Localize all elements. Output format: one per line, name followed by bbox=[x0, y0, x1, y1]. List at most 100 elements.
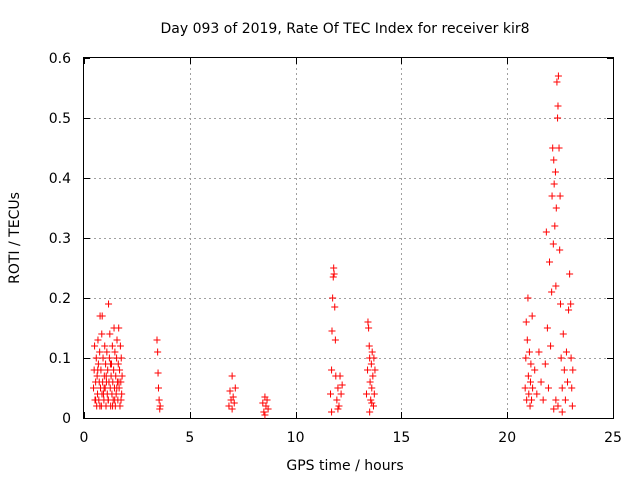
data-point bbox=[333, 396, 341, 404]
data-point bbox=[106, 360, 114, 368]
data-point bbox=[108, 342, 116, 350]
data-point bbox=[260, 408, 268, 416]
data-point bbox=[231, 384, 239, 392]
data-point bbox=[154, 384, 162, 392]
data-point bbox=[228, 405, 236, 413]
x-tick-label: 5 bbox=[185, 430, 194, 446]
data-point bbox=[111, 348, 119, 356]
x-tick-label: 0 bbox=[80, 430, 89, 446]
data-point bbox=[329, 294, 337, 302]
data-point bbox=[101, 342, 109, 350]
data-point bbox=[116, 366, 124, 374]
data-point bbox=[556, 192, 564, 200]
y-tick-label: 0 bbox=[62, 411, 71, 427]
data-point bbox=[525, 390, 533, 398]
data-point bbox=[106, 330, 114, 338]
data-point bbox=[259, 399, 267, 407]
data-point bbox=[365, 342, 373, 350]
data-point bbox=[539, 396, 547, 404]
data-point bbox=[115, 324, 123, 332]
data-point bbox=[328, 327, 336, 335]
data-point bbox=[531, 366, 539, 374]
data-point bbox=[557, 300, 565, 308]
data-point bbox=[92, 354, 100, 362]
data-point bbox=[537, 378, 545, 386]
data-point bbox=[528, 396, 536, 404]
data-point bbox=[525, 348, 533, 356]
data-point bbox=[549, 144, 557, 152]
data-point bbox=[550, 180, 558, 188]
data-point bbox=[117, 396, 125, 404]
x-tick-label: 15 bbox=[392, 430, 410, 446]
x-tick-label: 10 bbox=[287, 430, 305, 446]
data-point bbox=[551, 168, 559, 176]
data-point bbox=[226, 387, 234, 395]
data-point bbox=[90, 384, 98, 392]
data-point bbox=[541, 360, 549, 368]
data-point bbox=[529, 384, 537, 392]
data-point bbox=[552, 204, 560, 212]
data-point bbox=[543, 324, 551, 332]
data-point bbox=[93, 372, 101, 380]
data-point bbox=[549, 240, 557, 248]
data-point bbox=[92, 396, 100, 404]
x-axis-title: GPS time / hours bbox=[286, 458, 403, 474]
y-axis: 0 0.1 0.2 0.3 0.4 0.5 0.6 bbox=[49, 51, 613, 427]
data-point bbox=[335, 402, 343, 410]
data-point bbox=[114, 360, 122, 368]
data-point bbox=[331, 336, 339, 344]
data-point bbox=[368, 399, 376, 407]
data-point bbox=[522, 318, 530, 326]
data-point bbox=[94, 336, 102, 344]
data-point bbox=[111, 396, 119, 404]
data-point bbox=[569, 366, 577, 374]
data-point bbox=[551, 222, 559, 230]
data-point bbox=[558, 384, 566, 392]
x-tick-label: 25 bbox=[604, 430, 622, 446]
data-point bbox=[330, 264, 338, 272]
data-point bbox=[524, 294, 532, 302]
y-tick-label: 0.2 bbox=[49, 291, 71, 307]
data-point bbox=[330, 270, 338, 278]
data-point bbox=[565, 306, 573, 314]
data-point bbox=[96, 348, 104, 356]
data-point bbox=[554, 72, 562, 80]
data-point bbox=[526, 378, 534, 386]
data-point bbox=[568, 402, 576, 410]
data-point bbox=[550, 156, 558, 164]
data-point bbox=[230, 399, 238, 407]
data-point bbox=[521, 384, 529, 392]
data-point bbox=[112, 372, 120, 380]
data-point bbox=[115, 378, 123, 386]
data-point bbox=[522, 354, 530, 362]
data-point bbox=[103, 348, 111, 356]
data-point bbox=[560, 366, 568, 374]
data-point bbox=[116, 342, 124, 350]
data-point bbox=[367, 360, 375, 368]
data-point bbox=[154, 348, 162, 356]
data-point bbox=[336, 372, 344, 380]
data-point bbox=[370, 354, 378, 362]
y-axis-title: ROTI / TECUs bbox=[7, 192, 23, 284]
data-point bbox=[113, 336, 121, 344]
data-point bbox=[100, 384, 108, 392]
data-point bbox=[550, 405, 558, 413]
data-point bbox=[98, 312, 106, 320]
x-axis: 0 5 10 15 20 25 bbox=[80, 58, 622, 446]
plot-frame bbox=[83, 57, 614, 419]
data-point bbox=[116, 402, 124, 410]
data-point bbox=[567, 354, 575, 362]
data-point bbox=[154, 369, 162, 377]
data-point bbox=[105, 300, 113, 308]
data-point bbox=[264, 405, 272, 413]
data-point bbox=[528, 312, 536, 320]
y-tick-label: 0.5 bbox=[49, 111, 71, 127]
data-point bbox=[105, 354, 113, 362]
data-point bbox=[555, 144, 563, 152]
y-tick-label: 0.6 bbox=[49, 51, 71, 67]
data-series bbox=[90, 72, 577, 419]
data-point bbox=[561, 396, 569, 404]
data-point bbox=[568, 384, 576, 392]
data-point bbox=[99, 354, 107, 362]
